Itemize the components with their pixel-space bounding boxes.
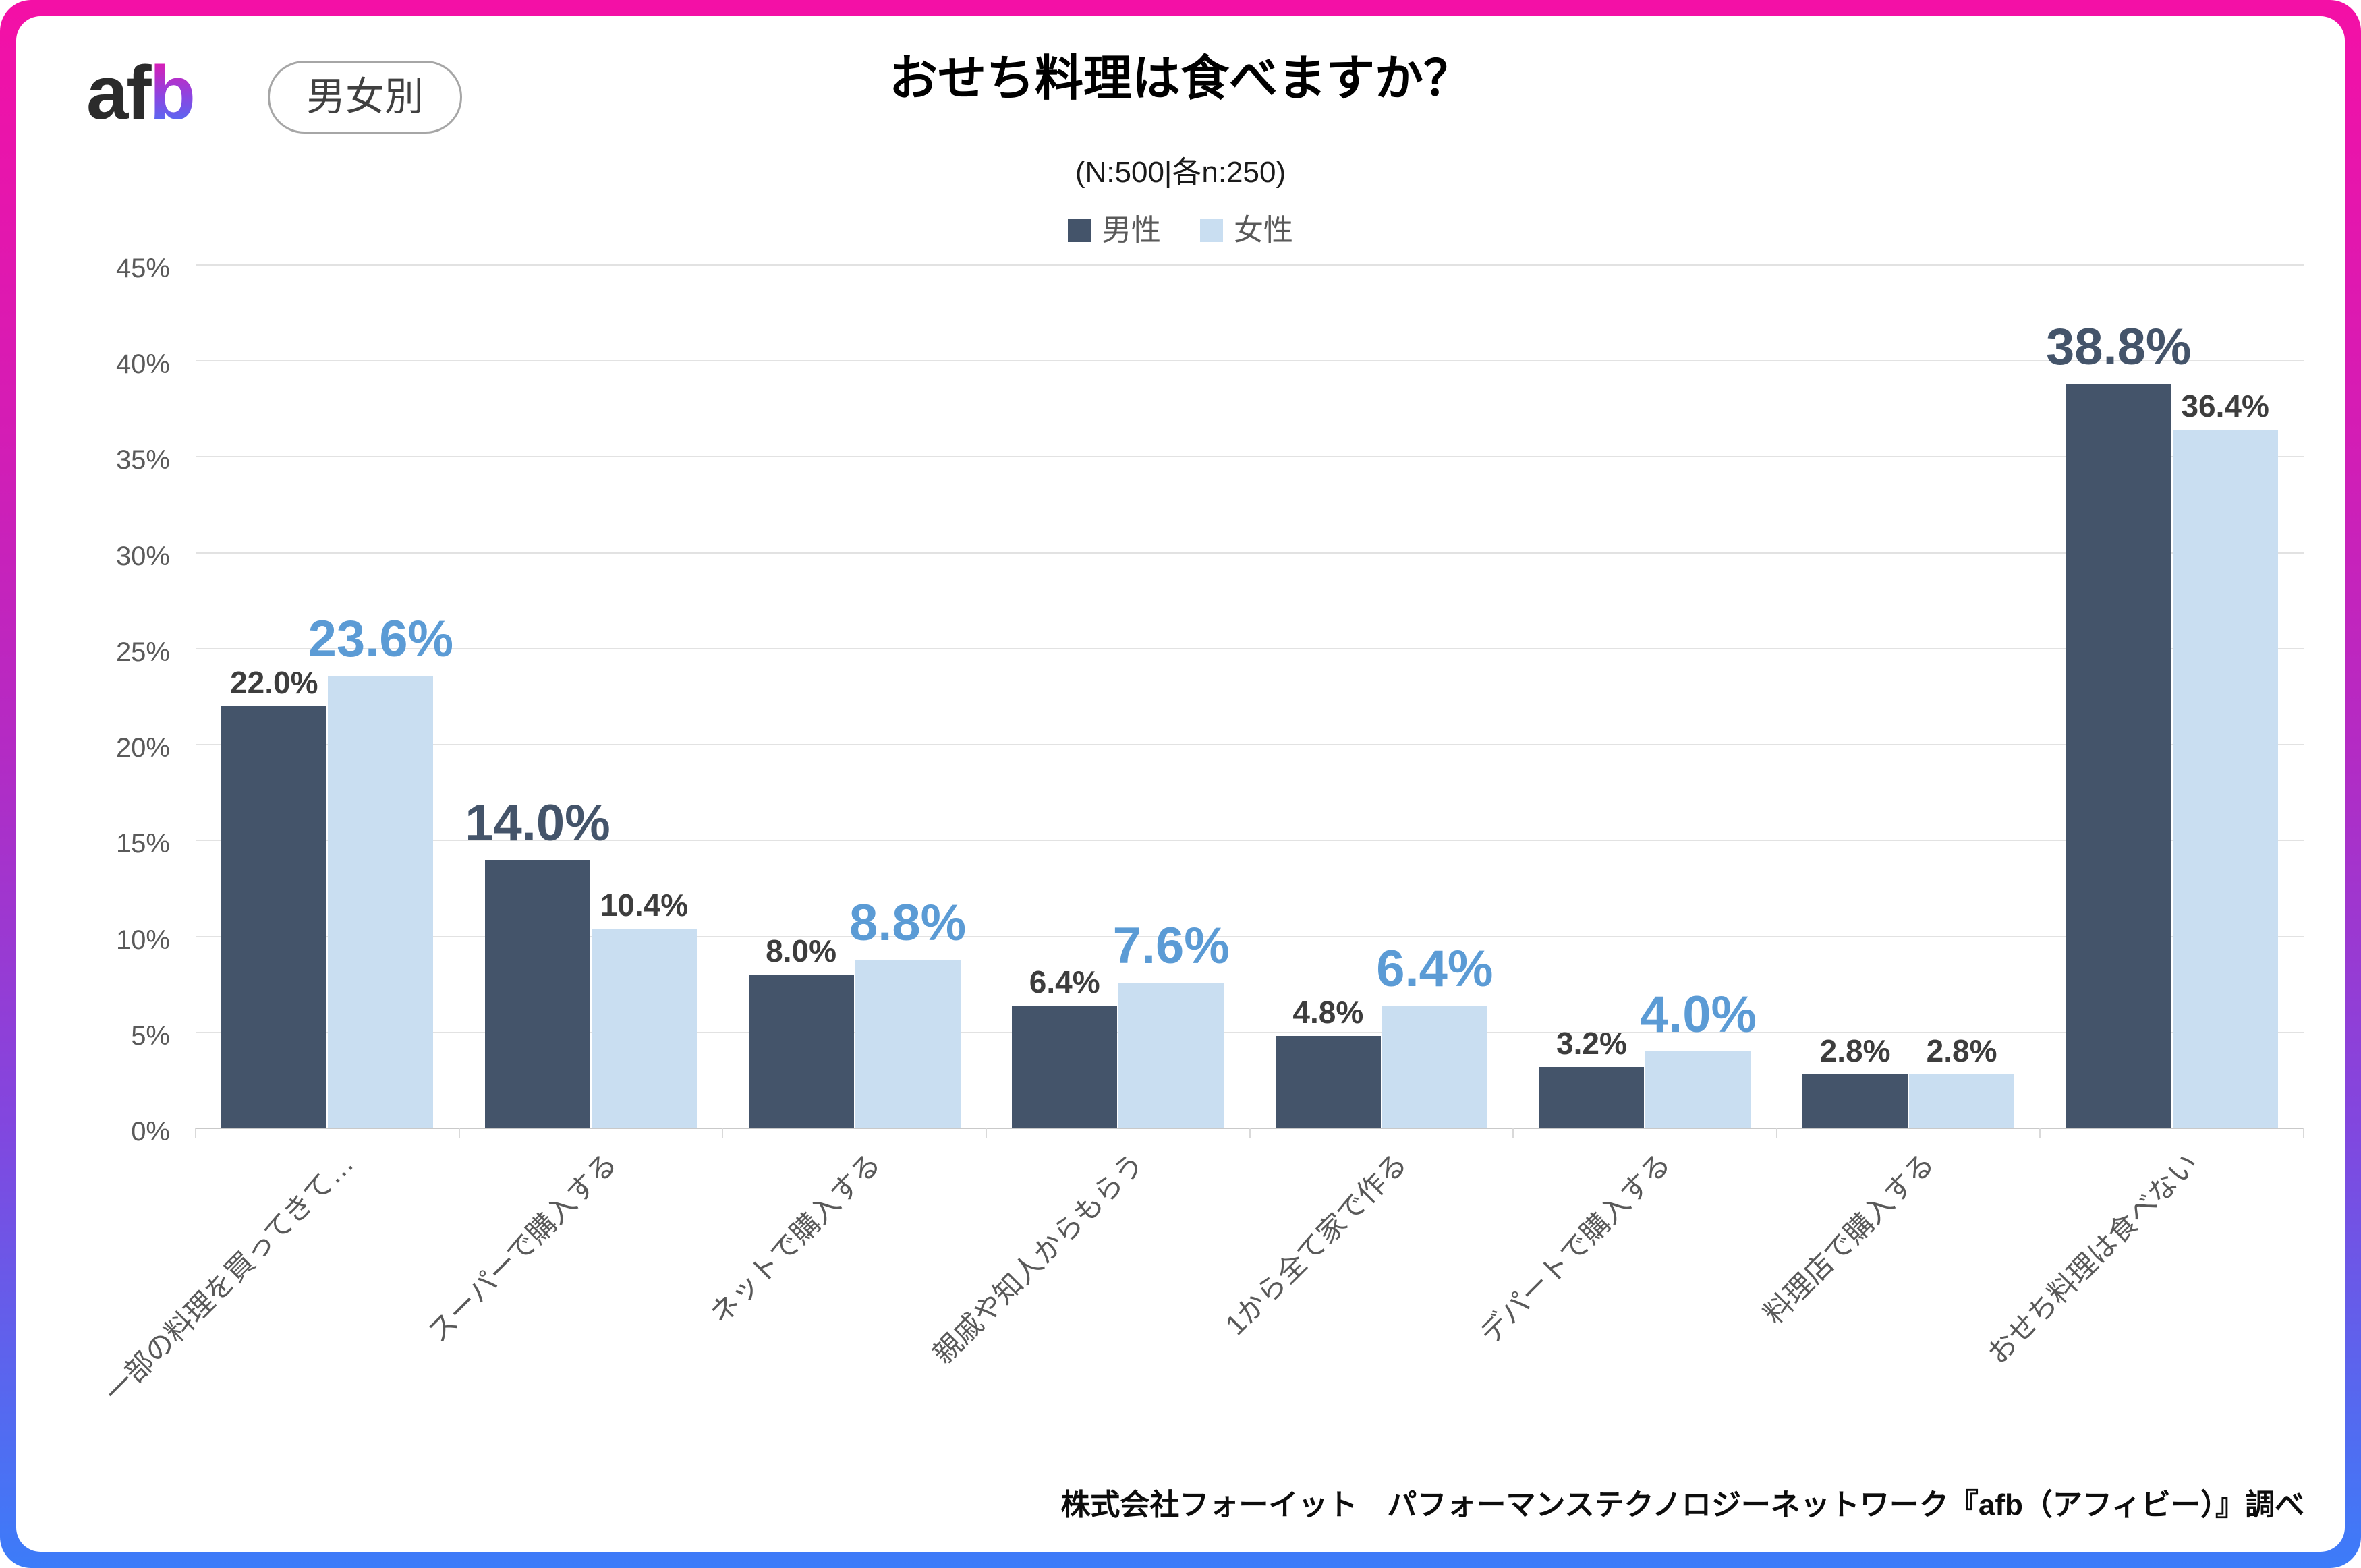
x-axis-tick-2: [722, 1128, 724, 1138]
value-label-female-6: 2.8%: [1926, 1033, 1997, 1069]
gridline-15pct: [196, 840, 2304, 842]
value-label-male-7: 38.8%: [2045, 318, 2192, 376]
legend-label-male: 男性: [1102, 214, 1161, 247]
x-axis-tick-1: [458, 1128, 460, 1138]
value-label-female-4: 6.4%: [1376, 939, 1494, 997]
bar-male-7: [2066, 384, 2171, 1128]
y-tick-label-30pct: 30%: [115, 541, 170, 571]
bar-male-4: [1275, 1036, 1381, 1128]
bar-female-6: [1909, 1074, 2015, 1128]
bar-female-0: [328, 675, 434, 1128]
legend-swatch-female: [1200, 219, 1223, 242]
value-label-male-1: 14.0%: [465, 794, 610, 852]
category-label-1: スーパーで購入する: [421, 1147, 623, 1349]
y-tick-label-35pct: 35%: [115, 445, 170, 475]
gridline-10pct: [196, 935, 2304, 937]
value-label-male-2: 8.0%: [766, 933, 836, 969]
y-tick-label-10pct: 10%: [115, 925, 170, 955]
category-label-7: おせち料理は食べない: [1981, 1147, 2204, 1370]
bar-male-1: [484, 859, 590, 1128]
source-credit: 株式会社フォーイット パフォーマンステクノロジーネットワーク『afb（アフィビー…: [1060, 1488, 2304, 1521]
chart-title: おせち料理は食べますか？: [888, 52, 1472, 106]
value-label-male-6: 2.8%: [1819, 1033, 1891, 1069]
category-label-4: 1から全て家で作る: [1219, 1147, 1414, 1341]
afb-logo-dark: af: [86, 51, 152, 135]
legend-label-female: 女性: [1234, 214, 1293, 247]
category-label-2: ネットで購入する: [703, 1147, 886, 1330]
bar-male-5: [1539, 1066, 1645, 1128]
afb-logo: afb: [86, 55, 196, 131]
x-axis-tick-4: [1249, 1128, 1251, 1138]
gridline-40pct: [196, 360, 2304, 361]
category-label-0: 一部の料理を買ってきて…: [98, 1147, 360, 1409]
y-tick-label-45pct: 45%: [115, 253, 170, 283]
bar-female-4: [1382, 1005, 1487, 1128]
value-label-male-4: 4.8%: [1292, 995, 1364, 1030]
bar-female-7: [2172, 430, 2278, 1128]
bar-male-0: [221, 706, 327, 1128]
category-label-5: デパートで購入する: [1474, 1147, 1677, 1350]
gridline-20pct: [196, 744, 2304, 745]
x-axis-tick-8: [2303, 1128, 2304, 1138]
y-tick-label-25pct: 25%: [115, 637, 170, 667]
value-label-male-0: 22.0%: [230, 665, 318, 701]
bar-female-5: [1645, 1051, 1751, 1128]
bar-male-3: [1012, 1005, 1118, 1128]
value-label-male-3: 6.4%: [1029, 964, 1100, 999]
gridline-25pct: [196, 647, 2304, 649]
x-axis-tick-6: [1775, 1128, 1777, 1138]
value-label-male-5: 3.2%: [1556, 1025, 1627, 1061]
value-label-female-5: 4.0%: [1639, 986, 1757, 1044]
legend-item-male: 男性: [1068, 216, 1161, 245]
value-label-female-3: 7.6%: [1112, 917, 1230, 975]
x-axis-tick-3: [985, 1128, 987, 1138]
legend-item-female: 女性: [1200, 216, 1293, 245]
legend-swatch-male: [1068, 219, 1091, 242]
value-label-female-2: 8.8%: [849, 894, 967, 952]
x-axis-tick-0: [195, 1128, 196, 1138]
afb-logo-gradient-letter: b: [149, 51, 196, 135]
value-label-female-0: 23.6%: [308, 610, 454, 668]
y-tick-label-15pct: 15%: [115, 829, 170, 859]
gender-split-badge: 男女別: [268, 61, 463, 134]
y-tick-label-40pct: 40%: [115, 349, 170, 379]
gridline-5pct: [196, 1031, 2304, 1033]
y-tick-label-5pct: 5%: [131, 1020, 170, 1051]
category-label-3: 親戚や知人からもらう: [927, 1147, 1150, 1370]
x-axis-tick-7: [2039, 1128, 2041, 1138]
value-label-female-7: 36.4%: [2181, 388, 2269, 424]
gridline-35pct: [196, 456, 2304, 458]
gridline-30pct: [196, 552, 2304, 554]
bar-male-2: [748, 975, 854, 1128]
bar-female-3: [1118, 982, 1224, 1128]
chart-card: afb 男女別 おせち料理は食べますか？ (N:500|各n:250) 男性 女…: [16, 16, 2345, 1552]
y-tick-label-0pct: 0%: [131, 1117, 170, 1146]
chart-legend: 男性 女性: [16, 216, 2345, 245]
bar-female-1: [591, 929, 697, 1128]
chart-area: 0% 5% 10% 15% 20% 25% 30% 35% 40% 45% 22.0% 23.6% 一部…: [16, 16, 2345, 1552]
y-tick-label-20pct: 20%: [115, 733, 170, 763]
gridline-45pct: [196, 264, 2304, 266]
category-label-6: 料理店で購入する: [1757, 1147, 1941, 1330]
sample-size-subtitle: (N:500|各n:250): [1075, 156, 1286, 189]
x-axis-tick-5: [1512, 1128, 1514, 1138]
bar-female-2: [855, 959, 961, 1128]
value-label-female-1: 10.4%: [600, 888, 689, 923]
bar-male-6: [1802, 1074, 1908, 1128]
